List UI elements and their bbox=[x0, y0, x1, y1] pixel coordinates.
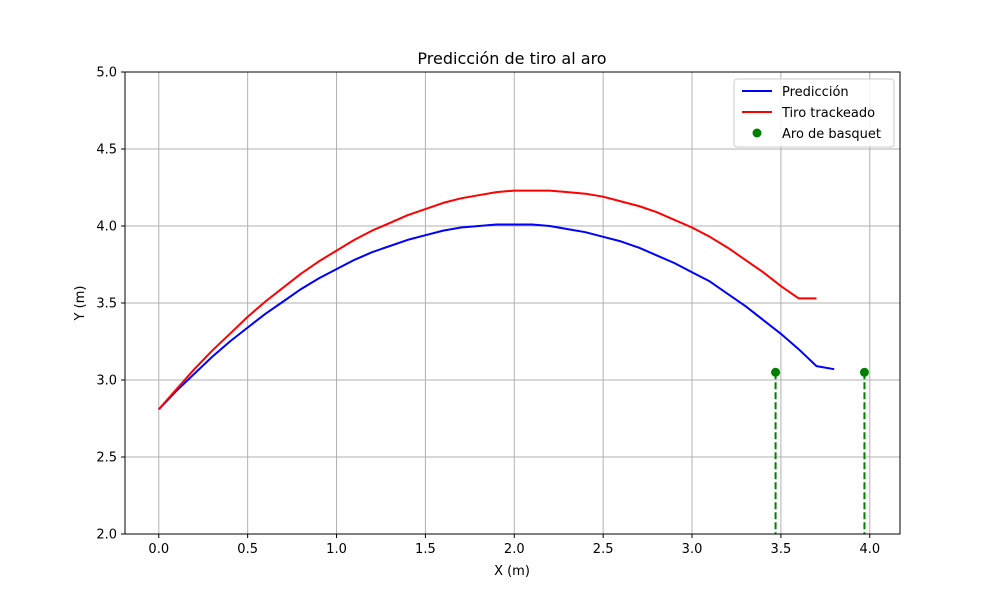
series-line-prediccion bbox=[158, 223, 835, 410]
legend-swatch-aro bbox=[752, 128, 762, 138]
x-tick-label: 2.0 bbox=[504, 542, 525, 557]
hoop-point bbox=[859, 367, 869, 377]
x-axis-label: X (m) bbox=[494, 564, 530, 579]
y-tick-label: 4.0 bbox=[96, 220, 117, 235]
legend-label-prediccion: Predicción bbox=[782, 85, 849, 100]
legend-label-aro: Aro de basquet bbox=[782, 127, 881, 142]
y-tick-label: 3.5 bbox=[96, 297, 117, 312]
y-tick-label: 3.0 bbox=[96, 374, 117, 389]
legend: Predicción Tiro trackeado Aro de basquet bbox=[733, 78, 895, 148]
axis-ticks: 0.0 0.5 1.0 1.5 2.0 2.5 3.0 3.5 4.0 2.0 2.5 3.0 3.5 4… bbox=[96, 66, 880, 558]
chart-title: Predicción de tiro al aro bbox=[417, 49, 606, 68]
legend-box bbox=[733, 78, 895, 148]
x-tick-label: 0.0 bbox=[148, 542, 169, 557]
hoop-point bbox=[771, 367, 781, 377]
series-line-tiro-trackeado bbox=[158, 189, 817, 410]
y-axis-label: Y (m) bbox=[73, 286, 88, 322]
x-tick-label: 4.0 bbox=[859, 542, 880, 557]
x-tick-label: 3.0 bbox=[682, 542, 703, 557]
plot-data bbox=[158, 189, 869, 534]
x-tick-label: 1.5 bbox=[415, 542, 436, 557]
legend-label-tiro-trackeado: Tiro trackeado bbox=[781, 106, 875, 121]
y-tick-label: 2.0 bbox=[96, 528, 117, 543]
x-tick-label: 3.5 bbox=[771, 542, 792, 557]
y-tick-label: 2.5 bbox=[96, 451, 117, 466]
y-tick-label: 5.0 bbox=[96, 66, 117, 81]
y-tick-label: 4.5 bbox=[96, 143, 117, 158]
x-tick-label: 0.5 bbox=[237, 542, 258, 557]
x-tick-label: 1.0 bbox=[326, 542, 347, 557]
x-tick-label: 2.5 bbox=[593, 542, 614, 557]
